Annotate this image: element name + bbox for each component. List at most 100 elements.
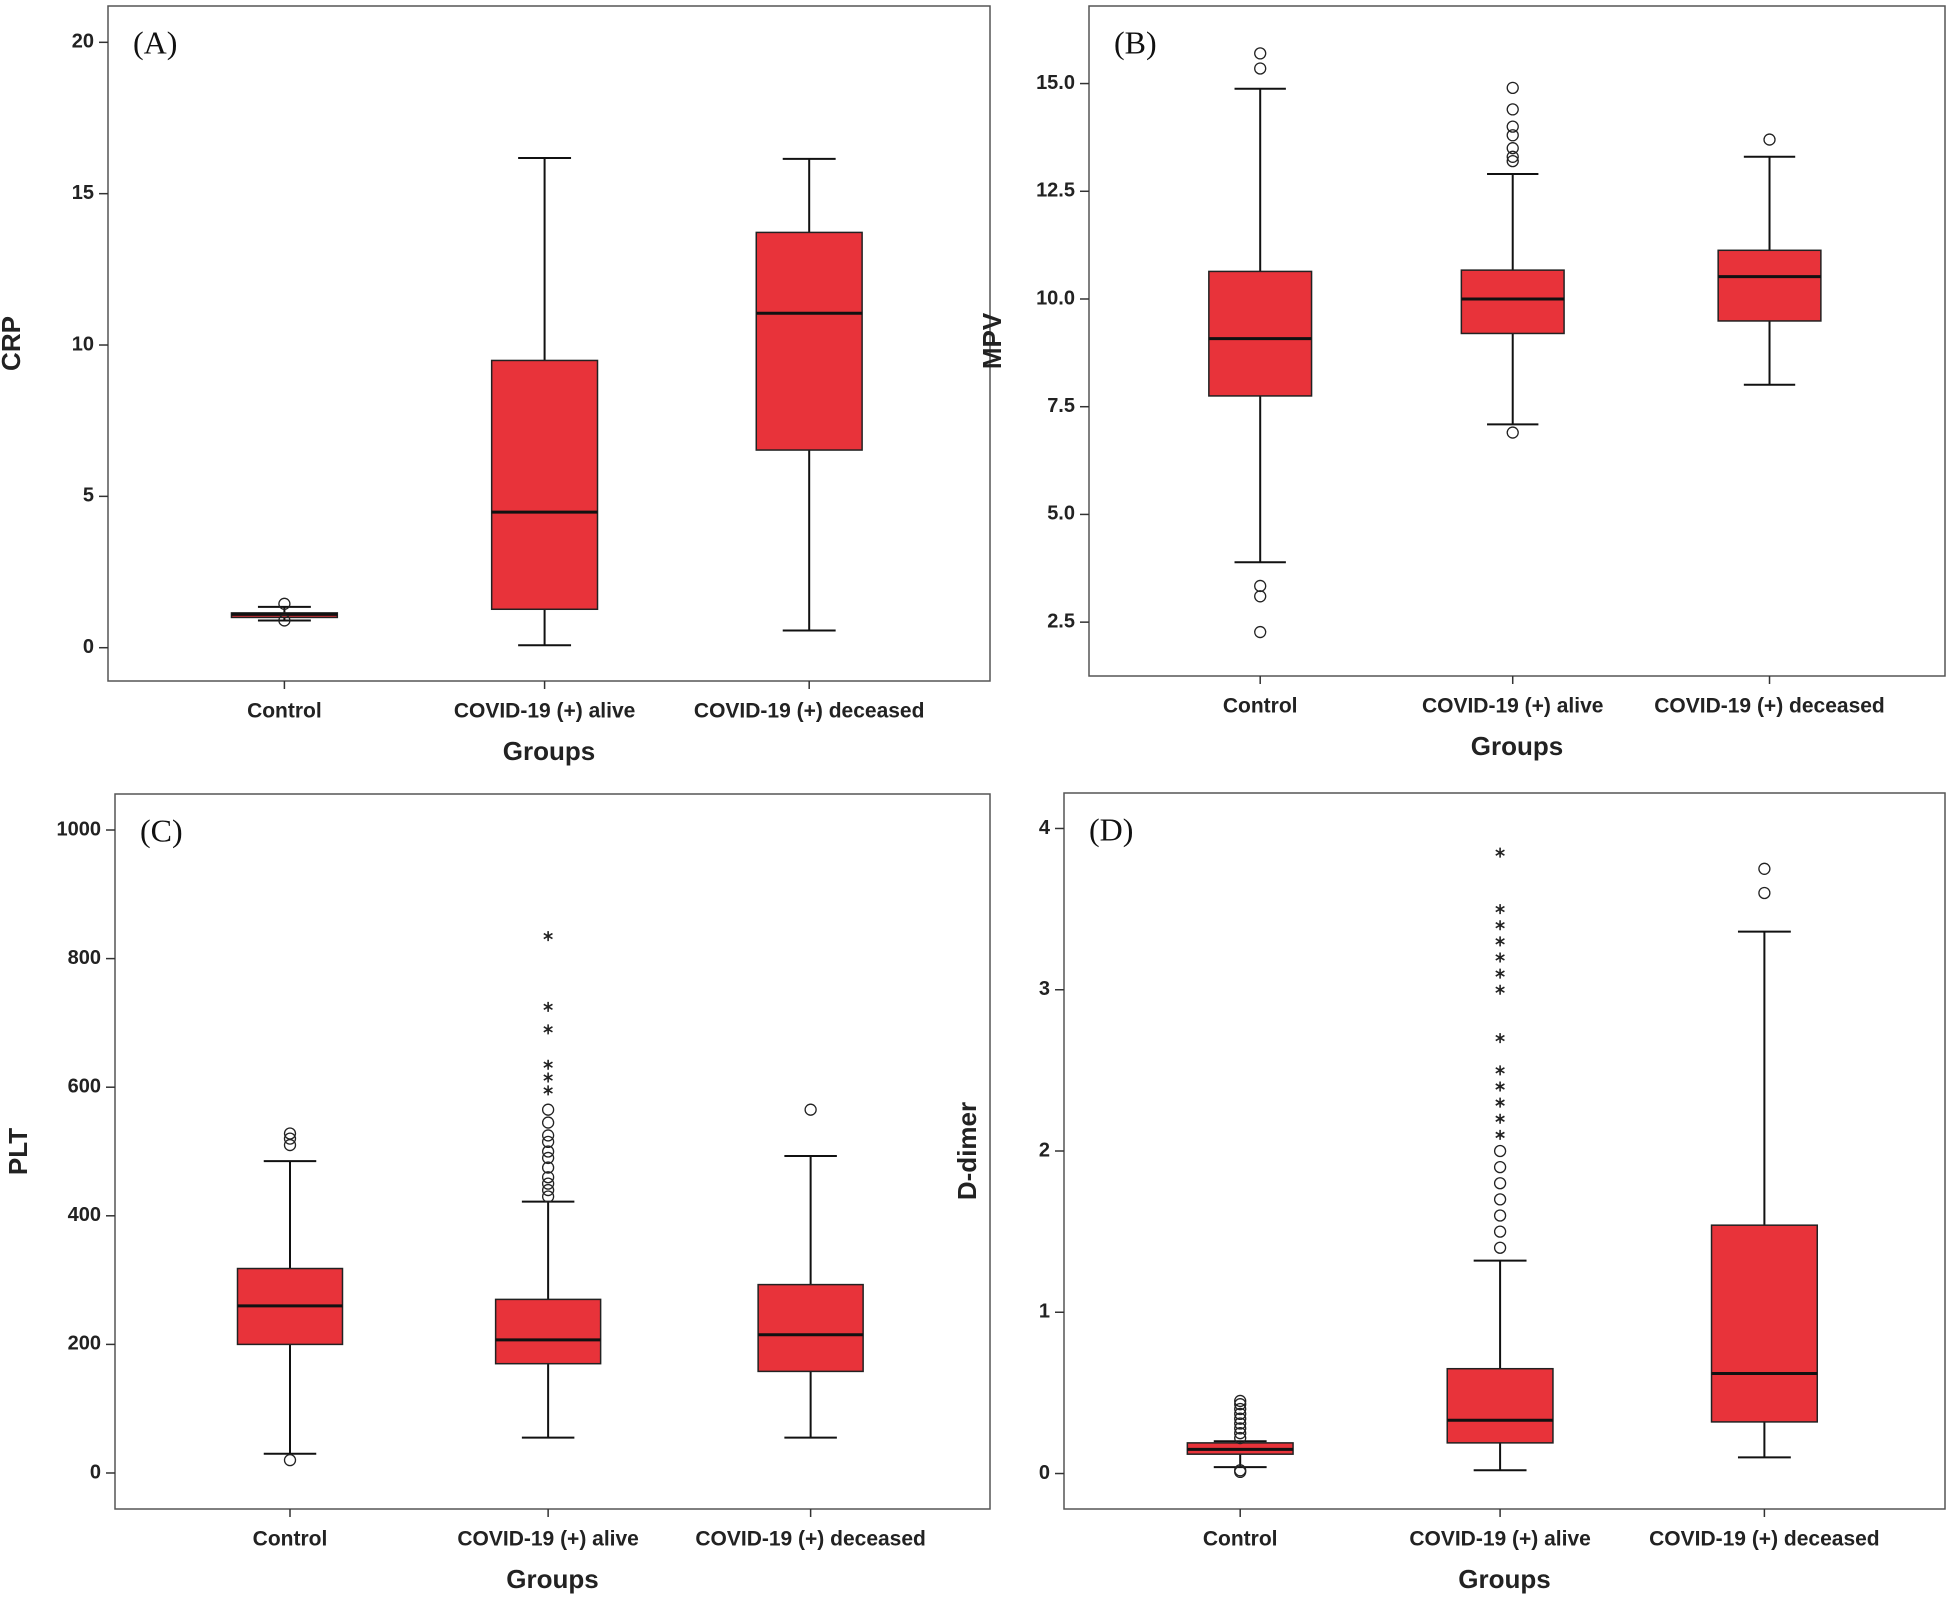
x-tick-label: Control	[253, 1528, 328, 1551]
y-axis-label: PLT	[3, 1128, 33, 1175]
box	[757, 1283, 864, 1373]
y-axis-label: CRP	[0, 316, 26, 371]
extreme	[543, 1024, 553, 1035]
x-tick-label: COVID-19 (+) deceased	[1649, 1528, 1880, 1551]
outlier	[1506, 103, 1519, 116]
x-tick-label: COVID-19 (+) deceased	[694, 700, 925, 723]
x-axis-label: Groups	[506, 1564, 598, 1594]
extreme	[1495, 952, 1505, 963]
extreme	[1495, 984, 1505, 995]
extreme	[1495, 968, 1505, 979]
y-axis-label: MPV	[977, 312, 1007, 369]
extreme	[1495, 904, 1505, 915]
y-tick-label: 10	[72, 333, 94, 355]
outlier	[541, 1129, 555, 1142]
x-tick-label: COVID-19 (+) alive	[454, 700, 635, 723]
x-axis-label: Groups	[1458, 1564, 1550, 1594]
outlier	[1234, 1402, 1247, 1416]
extreme	[1495, 1113, 1505, 1124]
x-tick-label: Control	[247, 700, 322, 723]
panel-label: (C)	[140, 812, 183, 848]
outlier	[1493, 1225, 1507, 1238]
outlier	[1254, 47, 1267, 60]
outlier	[1254, 579, 1267, 593]
y-tick-label: 0	[1039, 1462, 1050, 1484]
outlier	[1758, 862, 1771, 875]
extreme	[1495, 847, 1505, 858]
y-axis-label: D-dimer	[952, 1102, 982, 1200]
panel-label: (D)	[1089, 811, 1133, 847]
outlier	[541, 1103, 555, 1116]
y-tick-label: 3	[1039, 978, 1050, 1000]
box	[1717, 249, 1822, 322]
outlier	[1506, 120, 1519, 133]
extreme	[543, 1085, 553, 1096]
outlier	[541, 1151, 555, 1165]
y-tick-label: 1000	[57, 818, 102, 840]
outlier	[541, 1177, 555, 1190]
outlier	[1506, 142, 1519, 155]
outlier	[283, 1132, 297, 1145]
outlier	[541, 1145, 555, 1158]
extreme	[1495, 1097, 1505, 1108]
y-tick-label: 15	[72, 182, 94, 204]
x-tick-label: COVID-19 (+) deceased	[695, 1528, 926, 1551]
outlier	[1234, 1412, 1247, 1425]
y-tick-label: 800	[68, 947, 101, 969]
box	[490, 359, 599, 611]
outlier	[541, 1161, 555, 1174]
box	[1446, 1367, 1554, 1444]
outlier	[283, 1127, 297, 1140]
outlier	[1234, 1398, 1247, 1411]
outlier	[1506, 154, 1519, 168]
outlier	[283, 1453, 297, 1467]
extreme	[1495, 936, 1505, 947]
outlier	[1763, 133, 1776, 146]
plot-frame	[114, 793, 991, 1510]
extreme	[1495, 920, 1505, 931]
plot-frame	[1088, 5, 1946, 677]
extreme	[1495, 1065, 1505, 1076]
x-tick-label: COVID-19 (+) alive	[1422, 695, 1603, 718]
outlier	[1254, 62, 1267, 75]
x-tick-label: COVID-19 (+) alive	[457, 1528, 638, 1551]
outlier	[1493, 1144, 1507, 1158]
box	[1710, 1224, 1819, 1423]
outlier	[804, 1103, 817, 1116]
outlier	[1493, 1241, 1507, 1254]
outlier	[1493, 1209, 1507, 1222]
outlier	[1234, 1422, 1247, 1435]
extreme	[1495, 1129, 1505, 1140]
outlier	[541, 1183, 555, 1197]
outlier	[1493, 1193, 1507, 1206]
y-tick-label: 15.0	[1036, 72, 1075, 94]
outlier	[1506, 129, 1519, 142]
y-tick-label: 7.5	[1047, 395, 1075, 417]
panel-label: (B)	[1114, 24, 1157, 60]
x-tick-label: COVID-19 (+) alive	[1409, 1528, 1590, 1551]
outlier	[278, 597, 291, 610]
outlier	[541, 1116, 555, 1129]
outlier	[1493, 1177, 1507, 1190]
extreme	[1495, 1033, 1505, 1044]
x-axis-label: Groups	[1471, 731, 1563, 761]
x-tick-label: COVID-19 (+) deceased	[1654, 695, 1885, 718]
x-tick-label: Control	[1223, 695, 1298, 718]
y-tick-label: 5	[83, 485, 94, 507]
y-tick-label: 5.0	[1047, 503, 1075, 525]
outlier	[1234, 1465, 1247, 1479]
y-tick-label: 10.0	[1036, 287, 1075, 309]
panel-label: (A)	[133, 24, 177, 60]
box	[1208, 270, 1313, 397]
outlier	[1758, 886, 1771, 900]
outlier	[1254, 590, 1267, 603]
outlier	[541, 1190, 555, 1203]
y-tick-label: 200	[68, 1333, 101, 1355]
box	[494, 1298, 602, 1365]
y-tick-label: 0	[83, 636, 94, 658]
outlier	[1506, 81, 1519, 95]
extreme	[543, 1001, 553, 1012]
outlier	[1234, 1394, 1247, 1408]
outlier	[283, 1138, 297, 1152]
outlier	[278, 614, 291, 627]
